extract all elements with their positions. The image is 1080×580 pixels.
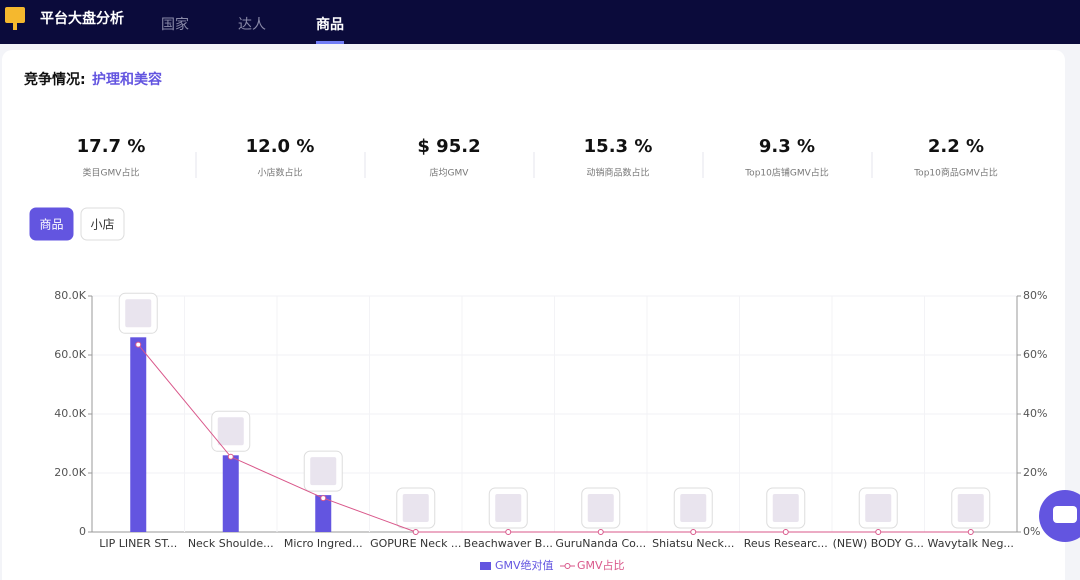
product-image (587, 494, 614, 522)
x-tick-label: Neck Shoulde... (188, 537, 274, 550)
logo-stand (13, 23, 17, 30)
stat-value: 9.3 % (759, 136, 815, 157)
logo (5, 7, 25, 23)
y2-tick-label: 20% (1023, 466, 1047, 479)
stat-value: 17.7 % (77, 136, 146, 157)
bar (315, 495, 332, 532)
x-tick-label: GuruNanda Co... (555, 537, 646, 550)
product-image (680, 494, 707, 522)
y-tick-label: 20.0K (54, 466, 86, 479)
x-tick-label: Micro Ingred... (284, 537, 363, 550)
y-tick-label: 0 (79, 525, 86, 538)
y2-tick-label: 80% (1023, 289, 1047, 302)
stat-value: 12.0 % (246, 136, 315, 157)
product-image (402, 494, 429, 522)
toggle-label[interactable]: 小店 (90, 218, 114, 232)
line (137, 344, 971, 533)
x-tick-label: Beachwaver B... (464, 537, 553, 550)
toggle-label[interactable]: 商品 (39, 217, 63, 232)
nav-tab[interactable]: 达人 (238, 17, 266, 33)
product-image (310, 457, 337, 486)
line-point (227, 453, 234, 460)
y-tick-label: 80.0K (54, 289, 86, 302)
y2-tick-label: 60% (1023, 348, 1047, 361)
y-tick-label: 40.0K (54, 407, 86, 420)
x-tick-label: Shiatsu Neck... (652, 537, 734, 550)
toggle-button[interactable] (80, 207, 125, 241)
nav-bar (0, 0, 1080, 44)
nav-tab-underline (316, 41, 344, 44)
stat-label: 动销商品数占比 (586, 167, 649, 179)
stat-label: Top10店铺GMV占比 (744, 167, 829, 179)
y2-tick-label: 40% (1023, 407, 1047, 420)
line-point (597, 529, 604, 535)
bar (130, 337, 147, 532)
x-tick-label: Reus Researc... (744, 537, 828, 550)
line-point (135, 341, 142, 348)
nav-title: 平台大盘分析 (40, 10, 124, 27)
x-tick-label: (NEW) BODY G... (833, 537, 924, 550)
card (2, 50, 1065, 580)
legend-swatch (564, 563, 571, 569)
legend-label[interactable]: GMV绝对值 (495, 558, 554, 572)
line-point (875, 529, 882, 535)
x-tick-label: GOPURE Neck ... (370, 537, 461, 550)
header-category: 护理和美容 (92, 71, 162, 88)
y2-tick-label: 0% (1023, 525, 1040, 538)
line-point (320, 495, 327, 502)
stat-label: 类目GMV占比 (83, 167, 140, 179)
x-tick-label: Wavytalk Neg... (928, 537, 1014, 550)
line-point (690, 529, 697, 535)
legend-label[interactable]: GMV占比 (577, 558, 625, 572)
stat-value: $ 95.2 (417, 136, 480, 157)
line-point (505, 529, 512, 535)
y-tick-label: 60.0K (54, 348, 86, 361)
product-image (125, 299, 152, 328)
product-image (772, 494, 799, 522)
header-label: 竞争情况: (24, 71, 86, 88)
toggle-button[interactable] (29, 207, 74, 241)
stat-label: 店均GMV (430, 167, 470, 179)
stat-value: 2.2 % (928, 136, 984, 157)
legend-swatch (480, 562, 491, 570)
line-point (782, 529, 789, 535)
stat-label: Top10商品GMV占比 (913, 167, 998, 179)
chat-icon (1053, 506, 1077, 523)
product-image (217, 417, 244, 446)
product-image (495, 494, 522, 522)
stat-label: 小店数占比 (257, 167, 302, 179)
nav-tab[interactable]: 商品 (316, 16, 344, 33)
x-tick-label: LIP LINER ST... (99, 537, 177, 550)
nav-tab[interactable]: 国家 (161, 16, 189, 33)
bar (222, 455, 239, 532)
stat-value: 15.3 % (584, 136, 653, 157)
product-image (957, 494, 984, 522)
line-point (412, 529, 419, 535)
product-image (865, 494, 892, 522)
line-point (967, 529, 974, 535)
